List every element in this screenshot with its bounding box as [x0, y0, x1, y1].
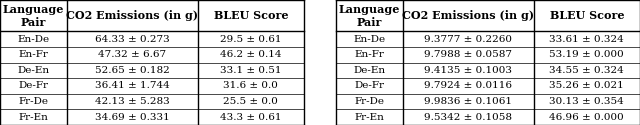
Text: Fr-De: Fr-De — [355, 97, 385, 106]
Text: 46.2 ± 0.14: 46.2 ± 0.14 — [220, 50, 282, 59]
Text: 42.13 ± 5.283: 42.13 ± 5.283 — [95, 97, 170, 106]
Text: BLEU Score: BLEU Score — [550, 10, 624, 21]
Text: 33.61 ± 0.324: 33.61 ± 0.324 — [549, 34, 624, 44]
Text: 34.69 ± 0.331: 34.69 ± 0.331 — [95, 113, 170, 122]
Text: 35.26 ± 0.021: 35.26 ± 0.021 — [549, 82, 624, 90]
Text: 43.3 ± 0.61: 43.3 ± 0.61 — [220, 113, 282, 122]
Text: 9.7924 ± 0.0116: 9.7924 ± 0.0116 — [424, 82, 512, 90]
Text: 30.13 ± 0.354: 30.13 ± 0.354 — [549, 97, 624, 106]
Text: Language
Pair: Language Pair — [3, 4, 64, 28]
Text: 47.32 ± 6.67: 47.32 ± 6.67 — [98, 50, 166, 59]
Text: 36.41 ± 1.744: 36.41 ± 1.744 — [95, 82, 170, 90]
Text: BLEU Score: BLEU Score — [214, 10, 288, 21]
Text: 53.19 ± 0.000: 53.19 ± 0.000 — [549, 50, 624, 59]
Text: 33.1 ± 0.51: 33.1 ± 0.51 — [220, 66, 282, 75]
Text: CO2 Emissions (in g): CO2 Emissions (in g) — [67, 10, 198, 21]
Text: 31.6 ± 0.0: 31.6 ± 0.0 — [223, 82, 278, 90]
Text: CO2 Emissions (in g): CO2 Emissions (in g) — [403, 10, 534, 21]
Text: Fr-En: Fr-En — [355, 113, 385, 122]
Text: Fr-De: Fr-De — [19, 97, 49, 106]
Text: 9.7988 ± 0.0587: 9.7988 ± 0.0587 — [424, 50, 512, 59]
Text: 9.9836 ± 0.1061: 9.9836 ± 0.1061 — [424, 97, 512, 106]
Text: En-Fr: En-Fr — [355, 50, 385, 59]
Text: Language
Pair: Language Pair — [339, 4, 400, 28]
Text: 9.5342 ± 0.1058: 9.5342 ± 0.1058 — [424, 113, 512, 122]
Text: 25.5 ± 0.0: 25.5 ± 0.0 — [223, 97, 278, 106]
Text: 9.3777 ± 0.2260: 9.3777 ± 0.2260 — [424, 34, 512, 44]
Text: De-En: De-En — [353, 66, 385, 75]
Text: Fr-En: Fr-En — [19, 113, 49, 122]
Text: 52.65 ± 0.182: 52.65 ± 0.182 — [95, 66, 170, 75]
Text: 34.55 ± 0.324: 34.55 ± 0.324 — [549, 66, 624, 75]
Text: En-Fr: En-Fr — [19, 50, 49, 59]
Text: De-En: De-En — [17, 66, 49, 75]
Text: De-Fr: De-Fr — [355, 82, 385, 90]
Text: En-De: En-De — [17, 34, 49, 44]
Text: 29.5 ± 0.61: 29.5 ± 0.61 — [220, 34, 282, 44]
Text: 9.4135 ± 0.1003: 9.4135 ± 0.1003 — [424, 66, 512, 75]
Text: 64.33 ± 0.273: 64.33 ± 0.273 — [95, 34, 170, 44]
Text: 46.96 ± 0.000: 46.96 ± 0.000 — [549, 113, 624, 122]
Text: De-Fr: De-Fr — [19, 82, 49, 90]
Text: En-De: En-De — [353, 34, 385, 44]
